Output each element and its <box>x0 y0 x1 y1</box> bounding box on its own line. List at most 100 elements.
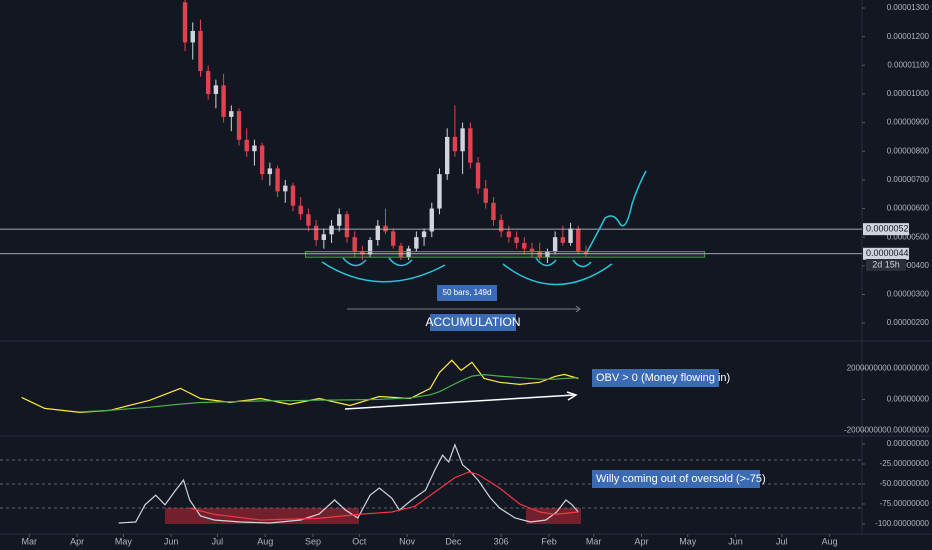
price-label: 0.00000528 <box>866 224 914 234</box>
candle-body <box>306 214 311 226</box>
y-tick-label: -25.00000000 <box>880 459 930 468</box>
price-label-box <box>863 247 909 260</box>
candle-body <box>421 231 427 238</box>
y-tick-label: -100.00000000 <box>875 519 929 528</box>
candle-body <box>576 228 581 252</box>
x-tick-label: Oct <box>352 536 367 546</box>
candle-body <box>275 168 280 192</box>
zone <box>304 251 706 258</box>
arc <box>502 263 613 286</box>
x-tick-label: Mar <box>586 536 602 546</box>
measure-label: 50 bars, 149d <box>443 288 492 297</box>
x-tick-label: Sep <box>305 536 321 546</box>
candle-body <box>190 30 195 43</box>
candle-body <box>514 237 519 243</box>
candle-body <box>313 225 319 241</box>
candle-body <box>213 85 219 94</box>
y-tick-label: 0.00000400 <box>887 261 930 270</box>
x-tick-label: Apr <box>70 536 84 546</box>
x-tick-label: Jul <box>212 536 224 546</box>
candle-body <box>367 240 373 255</box>
y-tick-label: 0.00001000 <box>887 89 930 98</box>
candle-body <box>552 237 558 252</box>
y-tick-label: -2000000000.00000000 <box>844 426 930 435</box>
y-tick-label: 0.00000800 <box>887 146 930 155</box>
candle-body <box>506 231 512 238</box>
y-tick-label: 0.00000900 <box>887 118 930 127</box>
x-tick-label: 306 <box>494 536 509 546</box>
arc <box>572 259 592 268</box>
series-line <box>80 373 579 413</box>
candle-body <box>452 136 458 152</box>
annotation: Willy coming out of oversold (>-75) <box>596 473 766 485</box>
annotation-box <box>430 314 516 331</box>
oversold-fill <box>165 508 359 524</box>
candle-body <box>468 128 473 163</box>
candle-body <box>475 162 481 189</box>
y-tick-label: -50.00000000 <box>880 479 930 488</box>
candle-body <box>560 237 566 243</box>
candle-body <box>337 214 342 226</box>
annotation-box <box>592 470 760 488</box>
arc <box>535 257 557 267</box>
price-label-box <box>863 223 909 236</box>
candle-body <box>444 136 450 175</box>
y-tick-label: 0.00001200 <box>887 32 930 41</box>
candle-body <box>522 242 527 249</box>
candle-body <box>437 174 442 209</box>
countdown: 2d 15h <box>872 259 900 269</box>
annotation: OBV > 0 (Money flowing in) <box>596 372 730 384</box>
candle-body <box>236 111 242 140</box>
candle-body <box>229 111 234 117</box>
series-line <box>118 443 579 524</box>
candle-body <box>406 248 411 258</box>
y-tick-label: 2000000000.00000000 <box>847 363 930 372</box>
y-tick-label: 0.00000500 <box>887 232 930 241</box>
x-tick-label: Feb <box>541 536 557 546</box>
x-tick-label: Jun <box>728 536 743 546</box>
x-tick-label: Nov <box>399 536 416 546</box>
candle-body <box>198 30 203 72</box>
candle-body <box>529 248 535 252</box>
candle-body <box>283 185 288 192</box>
candle-body <box>267 168 273 175</box>
x-tick-label: Aug <box>822 536 838 546</box>
trend-arrow-head <box>566 391 578 401</box>
candle-body <box>414 237 419 249</box>
x-tick-label: Aug <box>257 536 273 546</box>
candle-body <box>221 85 226 117</box>
x-tick-label: May <box>679 536 697 546</box>
candle-body <box>537 251 542 258</box>
y-tick-label: 0.00000300 <box>887 290 930 299</box>
trend-arrow <box>344 394 575 410</box>
candle-body <box>298 205 303 215</box>
annotation: ACCUMULATION <box>425 315 520 329</box>
candle-body <box>498 219 504 232</box>
projection <box>586 170 647 253</box>
candle-body <box>360 251 365 255</box>
candle-body <box>460 128 465 152</box>
x-tick-label: Jul <box>776 536 788 546</box>
arc <box>388 257 413 267</box>
candle-body <box>321 234 327 241</box>
candle-body <box>252 145 257 152</box>
x-tick-label: Apr <box>634 536 648 546</box>
arc <box>321 261 446 283</box>
candle-body <box>491 202 496 220</box>
candle-body <box>244 139 249 152</box>
candle-body <box>568 228 573 243</box>
candle-body <box>352 237 357 252</box>
drawings <box>321 170 647 286</box>
date-range-arrow <box>575 305 581 313</box>
price-label: 0.00000442 <box>866 248 914 258</box>
y-tick-label: 0.00000000 <box>887 395 930 404</box>
candle-body <box>383 225 388 232</box>
candle-body <box>375 225 380 241</box>
x-tick-label: Mar <box>22 536 38 546</box>
arc <box>342 257 367 267</box>
series-line <box>189 471 579 521</box>
y-tick-label: 0.00000000 <box>887 439 930 448</box>
